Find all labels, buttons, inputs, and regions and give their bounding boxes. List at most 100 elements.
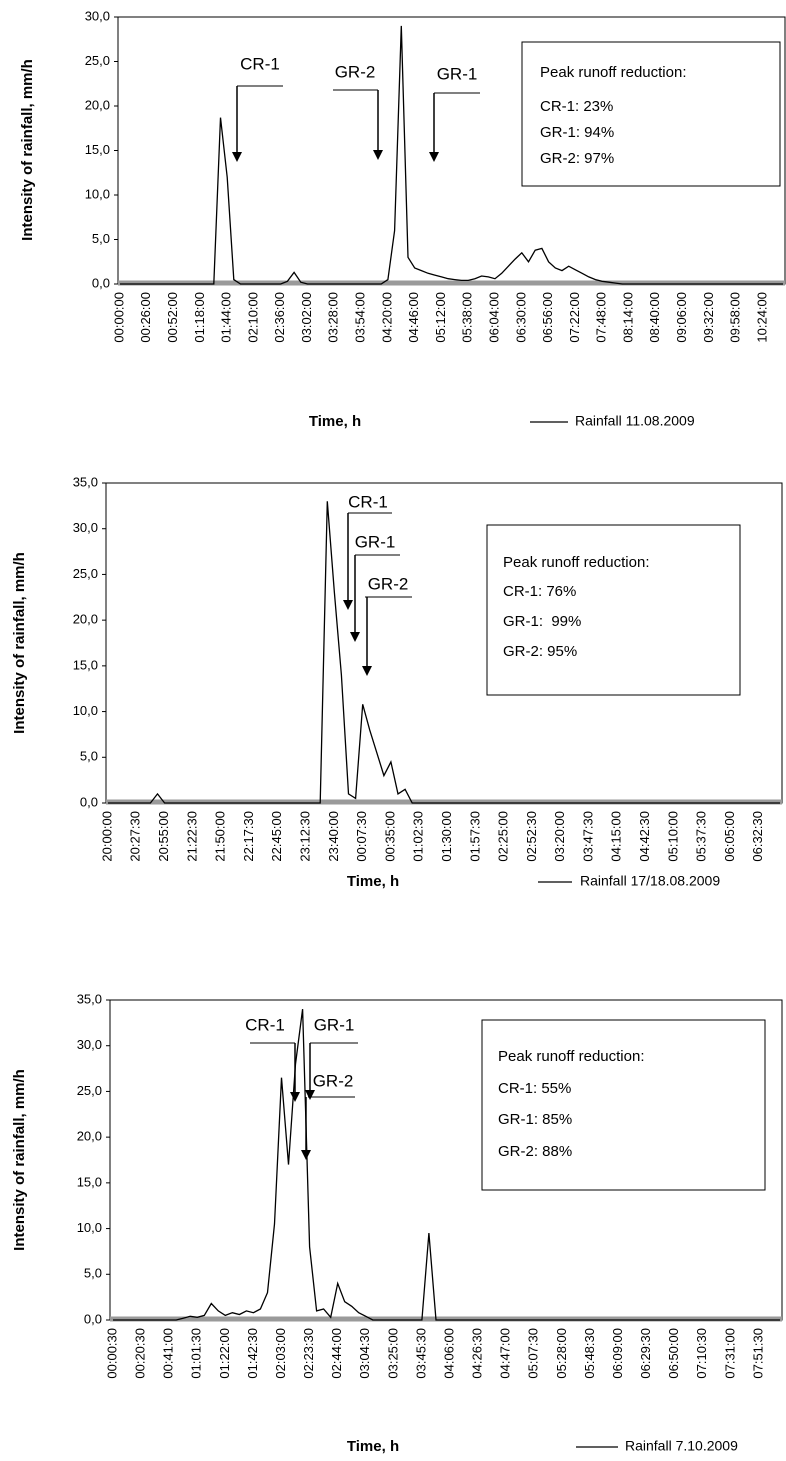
y-tick-label: 35,0 — [77, 991, 102, 1006]
x-tick-label: 06:30:00 — [513, 292, 528, 343]
x-tick-label: 01:57:30 — [467, 811, 482, 862]
arrow-head — [301, 1150, 311, 1160]
arrow-head — [305, 1090, 315, 1100]
annotation-label: GR-2 — [368, 574, 409, 593]
annotation-label: GR-2 — [335, 62, 376, 81]
x-tick-label: 23:40:00 — [326, 811, 341, 862]
x-tick-label: 03:47:30 — [580, 811, 595, 862]
arrow-head — [429, 152, 439, 162]
x-tick-label: 04:42:30 — [637, 811, 652, 862]
y-tick-label: 25,0 — [73, 566, 98, 581]
x-tick-label: 01:01:30 — [189, 1328, 204, 1379]
x-tick-label: 03:54:00 — [353, 292, 368, 343]
x-tick-label: 07:48:00 — [594, 292, 609, 343]
annotation-box-title: Peak runoff reduction: — [498, 1048, 644, 1065]
x-tick-label: 01:30:00 — [439, 811, 454, 862]
x-axis-title: Time, h — [347, 873, 399, 890]
data-line — [108, 501, 780, 804]
y-axis-title: Intensity of rainfall, mm/h — [11, 552, 28, 734]
x-tick-label: 07:31:00 — [722, 1328, 737, 1379]
annotation-box-title: Peak runoff reduction: — [503, 554, 649, 571]
x-tick-label: 02:52:30 — [524, 811, 539, 862]
x-tick-label: 06:32:30 — [750, 811, 765, 862]
y-tick-label: 20,0 — [85, 97, 110, 112]
x-tick-label: 03:02:00 — [299, 292, 314, 343]
x-tick-label: 09:58:00 — [728, 292, 743, 343]
x-tick-label: 22:17:30 — [241, 811, 256, 862]
annotation-box-line: GR-2: 88% — [498, 1143, 572, 1160]
annotation-box — [486, 524, 741, 696]
y-axis-title: Intensity of rainfall, mm/h — [19, 59, 36, 241]
x-tick-label: 03:04:30 — [357, 1328, 372, 1379]
x-tick-label: 21:50:00 — [213, 811, 228, 862]
annotation-label: CR-1 — [348, 492, 388, 511]
y-tick-label: 30,0 — [77, 1037, 102, 1052]
x-tick-label: 05:48:30 — [582, 1328, 597, 1379]
x-tick-label: 05:07:30 — [526, 1328, 541, 1379]
y-tick-label: 5,0 — [80, 749, 98, 764]
x-tick-label: 03:45:30 — [413, 1328, 428, 1379]
x-tick-label: 03:25:00 — [385, 1328, 400, 1379]
annotation-box-line: CR-1: 23% — [540, 98, 613, 115]
x-tick-label: 05:37:30 — [694, 811, 709, 862]
y-tick-label: 5,0 — [92, 231, 110, 246]
annotation-box — [481, 1019, 766, 1191]
annotation-label: GR-1 — [355, 532, 396, 551]
x-tick-label: 20:55:00 — [156, 811, 171, 862]
legend-label: Rainfall 17/18.08.2009 — [580, 873, 720, 889]
x-tick-label: 06:50:00 — [666, 1328, 681, 1379]
x-axis-title: Time, h — [309, 413, 361, 430]
annotation-label: CR-1 — [245, 1015, 285, 1034]
x-tick-label: 04:47:00 — [498, 1328, 513, 1379]
x-tick-label: 07:22:00 — [567, 292, 582, 343]
x-tick-label: 05:38:00 — [460, 292, 475, 343]
annotation-box-line: GR-2: 97% — [540, 150, 614, 167]
x-tick-label: 02:03:00 — [273, 1328, 288, 1379]
x-tick-label: 01:44:00 — [219, 292, 234, 343]
x-tick-label: 05:28:00 — [554, 1328, 569, 1379]
annotation-label: GR-1 — [437, 64, 478, 83]
x-tick-label: 03:20:00 — [552, 811, 567, 862]
x-tick-label: 02:10:00 — [245, 292, 260, 343]
x-tick-label: 02:23:30 — [301, 1328, 316, 1379]
x-tick-label: 07:51:30 — [750, 1328, 765, 1379]
x-tick-label: 01:02:30 — [411, 811, 426, 862]
annotation-label: GR-2 — [313, 1071, 354, 1090]
x-tick-label: 20:00:00 — [99, 811, 114, 862]
x-tick-label: 02:44:00 — [329, 1328, 344, 1379]
y-tick-label: 5,0 — [84, 1266, 102, 1281]
x-tick-label: 06:09:00 — [610, 1328, 625, 1379]
x-tick-label: 02:36:00 — [272, 292, 287, 343]
arrow-head — [350, 632, 360, 642]
arrow-head — [373, 150, 383, 160]
x-tick-label: 00:26:00 — [138, 292, 153, 343]
y-tick-label: 15,0 — [73, 657, 98, 672]
x-tick-label: 04:06:00 — [441, 1328, 456, 1379]
y-tick-label: 0,0 — [80, 794, 98, 809]
y-tick-label: 10,0 — [73, 703, 98, 718]
annotation-box-line: GR-2: 95% — [503, 643, 577, 660]
annotation-box-line: GR-1: 99% — [503, 613, 581, 630]
x-tick-label: 00:07:30 — [354, 811, 369, 862]
x-tick-label: 06:56:00 — [540, 292, 555, 343]
data-line — [113, 1009, 780, 1321]
annotation-box — [521, 41, 781, 187]
legend-label: Rainfall 7.10.2009 — [625, 1438, 738, 1454]
x-tick-label: 04:26:30 — [470, 1328, 485, 1379]
y-tick-label: 35,0 — [73, 474, 98, 489]
y-tick-label: 0,0 — [92, 275, 110, 290]
x-tick-label: 08:14:00 — [620, 292, 635, 343]
x-tick-label: 04:15:00 — [609, 811, 624, 862]
y-tick-label: 10,0 — [85, 186, 110, 201]
x-tick-label: 02:25:00 — [496, 811, 511, 862]
x-tick-label: 00:20:30 — [133, 1328, 148, 1379]
legend-label: Rainfall 11.08.2009 — [575, 413, 695, 429]
arrow-head — [290, 1092, 300, 1102]
x-tick-label: 06:05:00 — [722, 811, 737, 862]
annotation-label: GR-1 — [314, 1015, 355, 1034]
x-tick-label: 04:20:00 — [379, 292, 394, 343]
x-tick-label: 04:46:00 — [406, 292, 421, 343]
arrow-head — [362, 666, 372, 676]
y-tick-label: 10,0 — [77, 1220, 102, 1235]
x-tick-label: 07:10:30 — [694, 1328, 709, 1379]
